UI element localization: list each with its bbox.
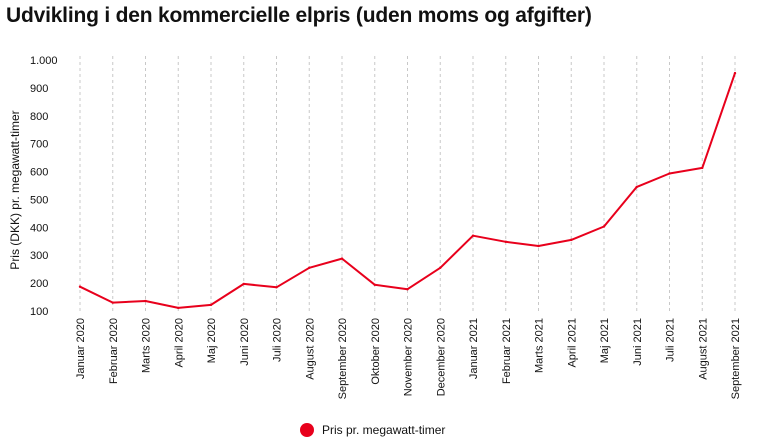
y-axis-label: Pris (DKK) pr. megawatt-timer (8, 110, 22, 269)
data-point (406, 288, 409, 291)
data-point (144, 299, 147, 303)
data-point (275, 286, 278, 289)
x-tick-label: Juni 2021 (632, 318, 644, 366)
y-tick-label: 200 (30, 278, 48, 290)
y-tick-label: 800 (30, 111, 48, 123)
x-tick-label: September 2020 (337, 318, 349, 399)
series-layer (78, 71, 737, 310)
x-tick-label: Februar 2020 (108, 318, 120, 384)
data-point (504, 240, 507, 244)
data-point (439, 266, 442, 269)
x-tick-label: Februar 2021 (501, 318, 513, 384)
data-point (340, 257, 344, 260)
data-point (242, 282, 245, 286)
x-tick-label: Januar 2021 (468, 318, 480, 379)
data-point (635, 185, 638, 189)
x-tick-label: Oktober 2020 (370, 318, 382, 385)
data-point (471, 234, 475, 237)
y-tick-label: 400 (30, 222, 48, 234)
data-point (308, 266, 311, 269)
y-tick-label: 1.000 (30, 55, 58, 67)
legend-label: Pris pr. megawatt-timer (322, 423, 446, 437)
x-tick-label: Maj 2020 (206, 318, 218, 363)
x-tick-label: August 2021 (697, 318, 709, 380)
data-point (111, 301, 114, 304)
data-point (668, 172, 671, 175)
data-point (733, 71, 737, 75)
x-tick-label: Juni 2020 (239, 318, 251, 366)
x-tick-label: Juli 2021 (665, 318, 677, 362)
y-tick-label: 300 (30, 250, 48, 262)
x-tick-label: April 2020 (173, 318, 185, 368)
x-tick-label: Marts 2021 (534, 318, 546, 373)
data-point (78, 285, 82, 288)
data-point (602, 225, 606, 228)
y-tick-label: 500 (30, 194, 48, 206)
x-tick-label: Marts 2020 (141, 318, 153, 373)
data-point (177, 306, 180, 310)
x-tick-label: Juli 2020 (272, 318, 284, 362)
legend: Pris pr. megawatt-timer (300, 423, 445, 437)
legend-marker (300, 423, 314, 437)
data-point (701, 166, 704, 170)
data-point (209, 303, 213, 307)
x-tick-label: December 2020 (435, 318, 447, 396)
y-tick-label: 600 (30, 167, 48, 179)
x-tick-label: Maj 2021 (599, 318, 611, 363)
y-tick-label: 900 (30, 83, 48, 95)
x-tick-label: August 2020 (304, 318, 316, 380)
y-axis-ticks: 100 200 300 400 500 600 700 800 900 1.000 (30, 55, 58, 318)
y-tick-label: 100 (30, 306, 48, 318)
data-point (373, 283, 376, 286)
data-point (537, 244, 540, 248)
y-tick-label: 700 (30, 139, 48, 151)
x-tick-label: April 2021 (566, 318, 578, 368)
x-axis-ticks: Januar 2020 Februar 2020 Marts 2020 April 2… (75, 318, 742, 399)
x-tick-label: September 2021 (730, 318, 742, 399)
x-tick-label: Januar 2020 (75, 318, 87, 379)
grid-lines (79, 56, 736, 311)
data-point (570, 238, 573, 242)
chart-title: Udvikling i den kommercielle elpris (ude… (6, 4, 592, 27)
x-tick-label: November 2020 (403, 318, 415, 396)
